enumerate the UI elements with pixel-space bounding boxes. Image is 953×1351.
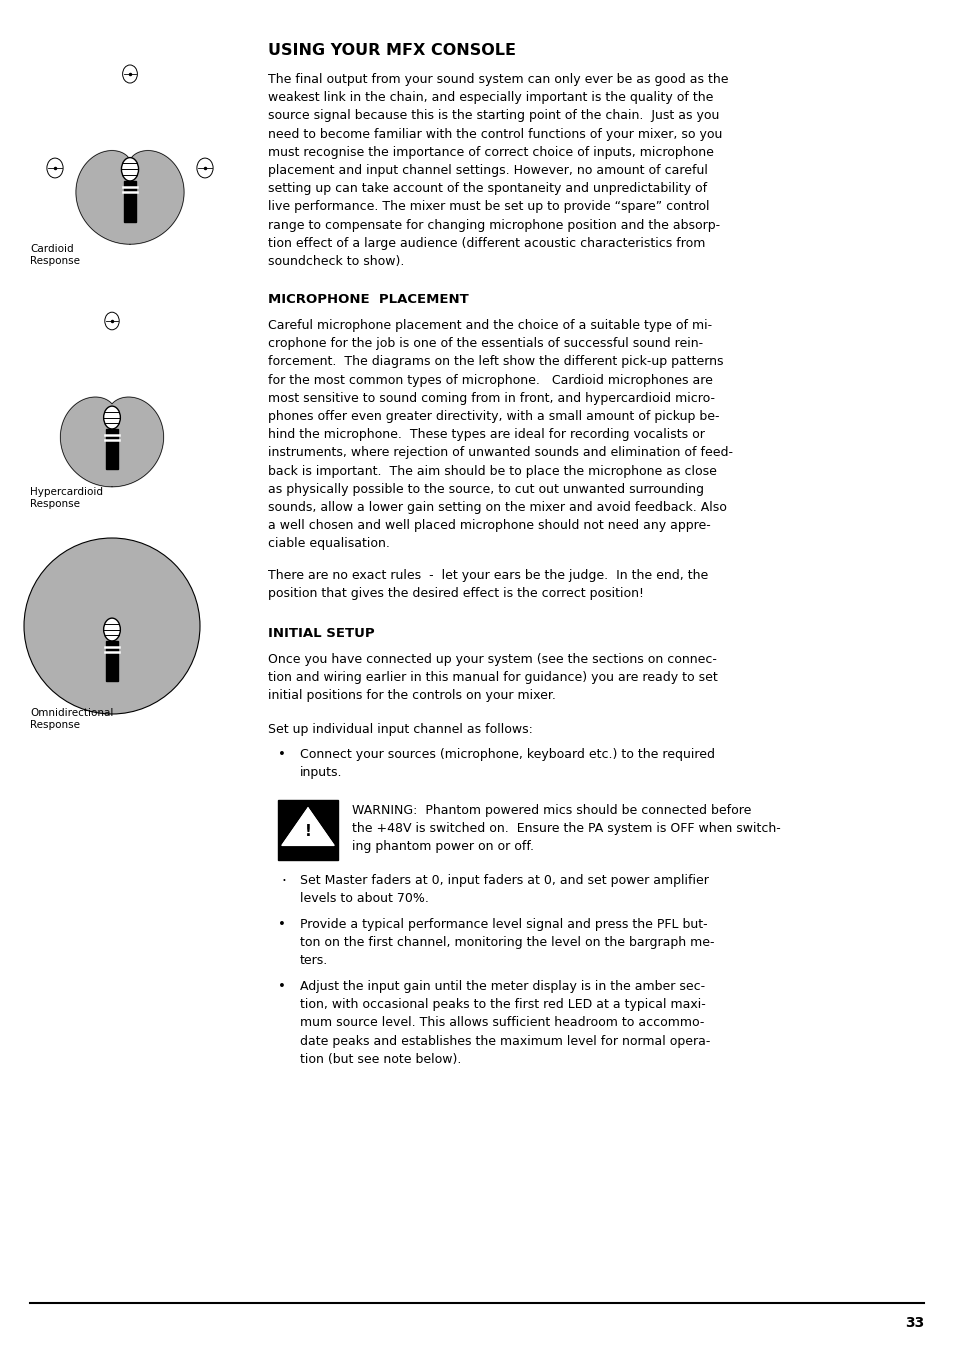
Text: 33: 33	[903, 1316, 923, 1329]
Text: !: !	[304, 824, 311, 839]
Polygon shape	[282, 808, 334, 846]
Ellipse shape	[121, 158, 138, 181]
Text: Omnidirectional
Response: Omnidirectional Response	[30, 708, 113, 731]
Text: The final output from your sound system can only ever be as good as the
weakest : The final output from your sound system …	[268, 73, 728, 267]
Ellipse shape	[104, 407, 120, 430]
Polygon shape	[76, 150, 184, 245]
Text: WARNING:  Phantom powered mics should be connected before
the +48V is switched o: WARNING: Phantom powered mics should be …	[352, 804, 780, 854]
Text: •: •	[277, 979, 286, 993]
Text: Cardioid
Response: Cardioid Response	[30, 245, 80, 266]
Text: MICROPHONE  PLACEMENT: MICROPHONE PLACEMENT	[268, 293, 468, 305]
Text: Hypercardioid
Response: Hypercardioid Response	[30, 486, 103, 509]
Text: Set Master faders at 0, input faders at 0, and set power amplifier
levels to abo: Set Master faders at 0, input faders at …	[299, 874, 708, 905]
Text: Once you have connected up your system (see the sections on connec-
tion and wir: Once you have connected up your system (…	[268, 653, 717, 703]
Text: Provide a typical performance level signal and press the PFL but-
ton on the fir: Provide a typical performance level sign…	[299, 917, 714, 967]
Ellipse shape	[104, 619, 120, 640]
FancyBboxPatch shape	[106, 640, 117, 681]
Text: USING YOUR MFX CONSOLE: USING YOUR MFX CONSOLE	[268, 43, 516, 58]
Text: Adjust the input gain until the meter display is in the amber sec-
tion, with oc: Adjust the input gain until the meter di…	[299, 979, 710, 1066]
Polygon shape	[60, 397, 163, 486]
Text: INITIAL SETUP: INITIAL SETUP	[268, 627, 375, 640]
Text: ·: ·	[281, 874, 286, 889]
Text: •: •	[277, 748, 286, 761]
FancyBboxPatch shape	[106, 430, 117, 469]
Text: Set up individual input channel as follows:: Set up individual input channel as follo…	[268, 723, 533, 736]
Text: There are no exact rules  -  let your ears be the judge.  In the end, the
positi: There are no exact rules - let your ears…	[268, 569, 707, 600]
Text: Connect your sources (microphone, keyboard etc.) to the required
inputs.: Connect your sources (microphone, keyboa…	[299, 748, 714, 780]
FancyBboxPatch shape	[277, 800, 337, 861]
Ellipse shape	[24, 538, 200, 713]
Text: •: •	[277, 917, 286, 931]
FancyBboxPatch shape	[124, 181, 135, 222]
Text: Careful microphone placement and the choice of a suitable type of mi-
crophone f: Careful microphone placement and the cho…	[268, 319, 732, 550]
